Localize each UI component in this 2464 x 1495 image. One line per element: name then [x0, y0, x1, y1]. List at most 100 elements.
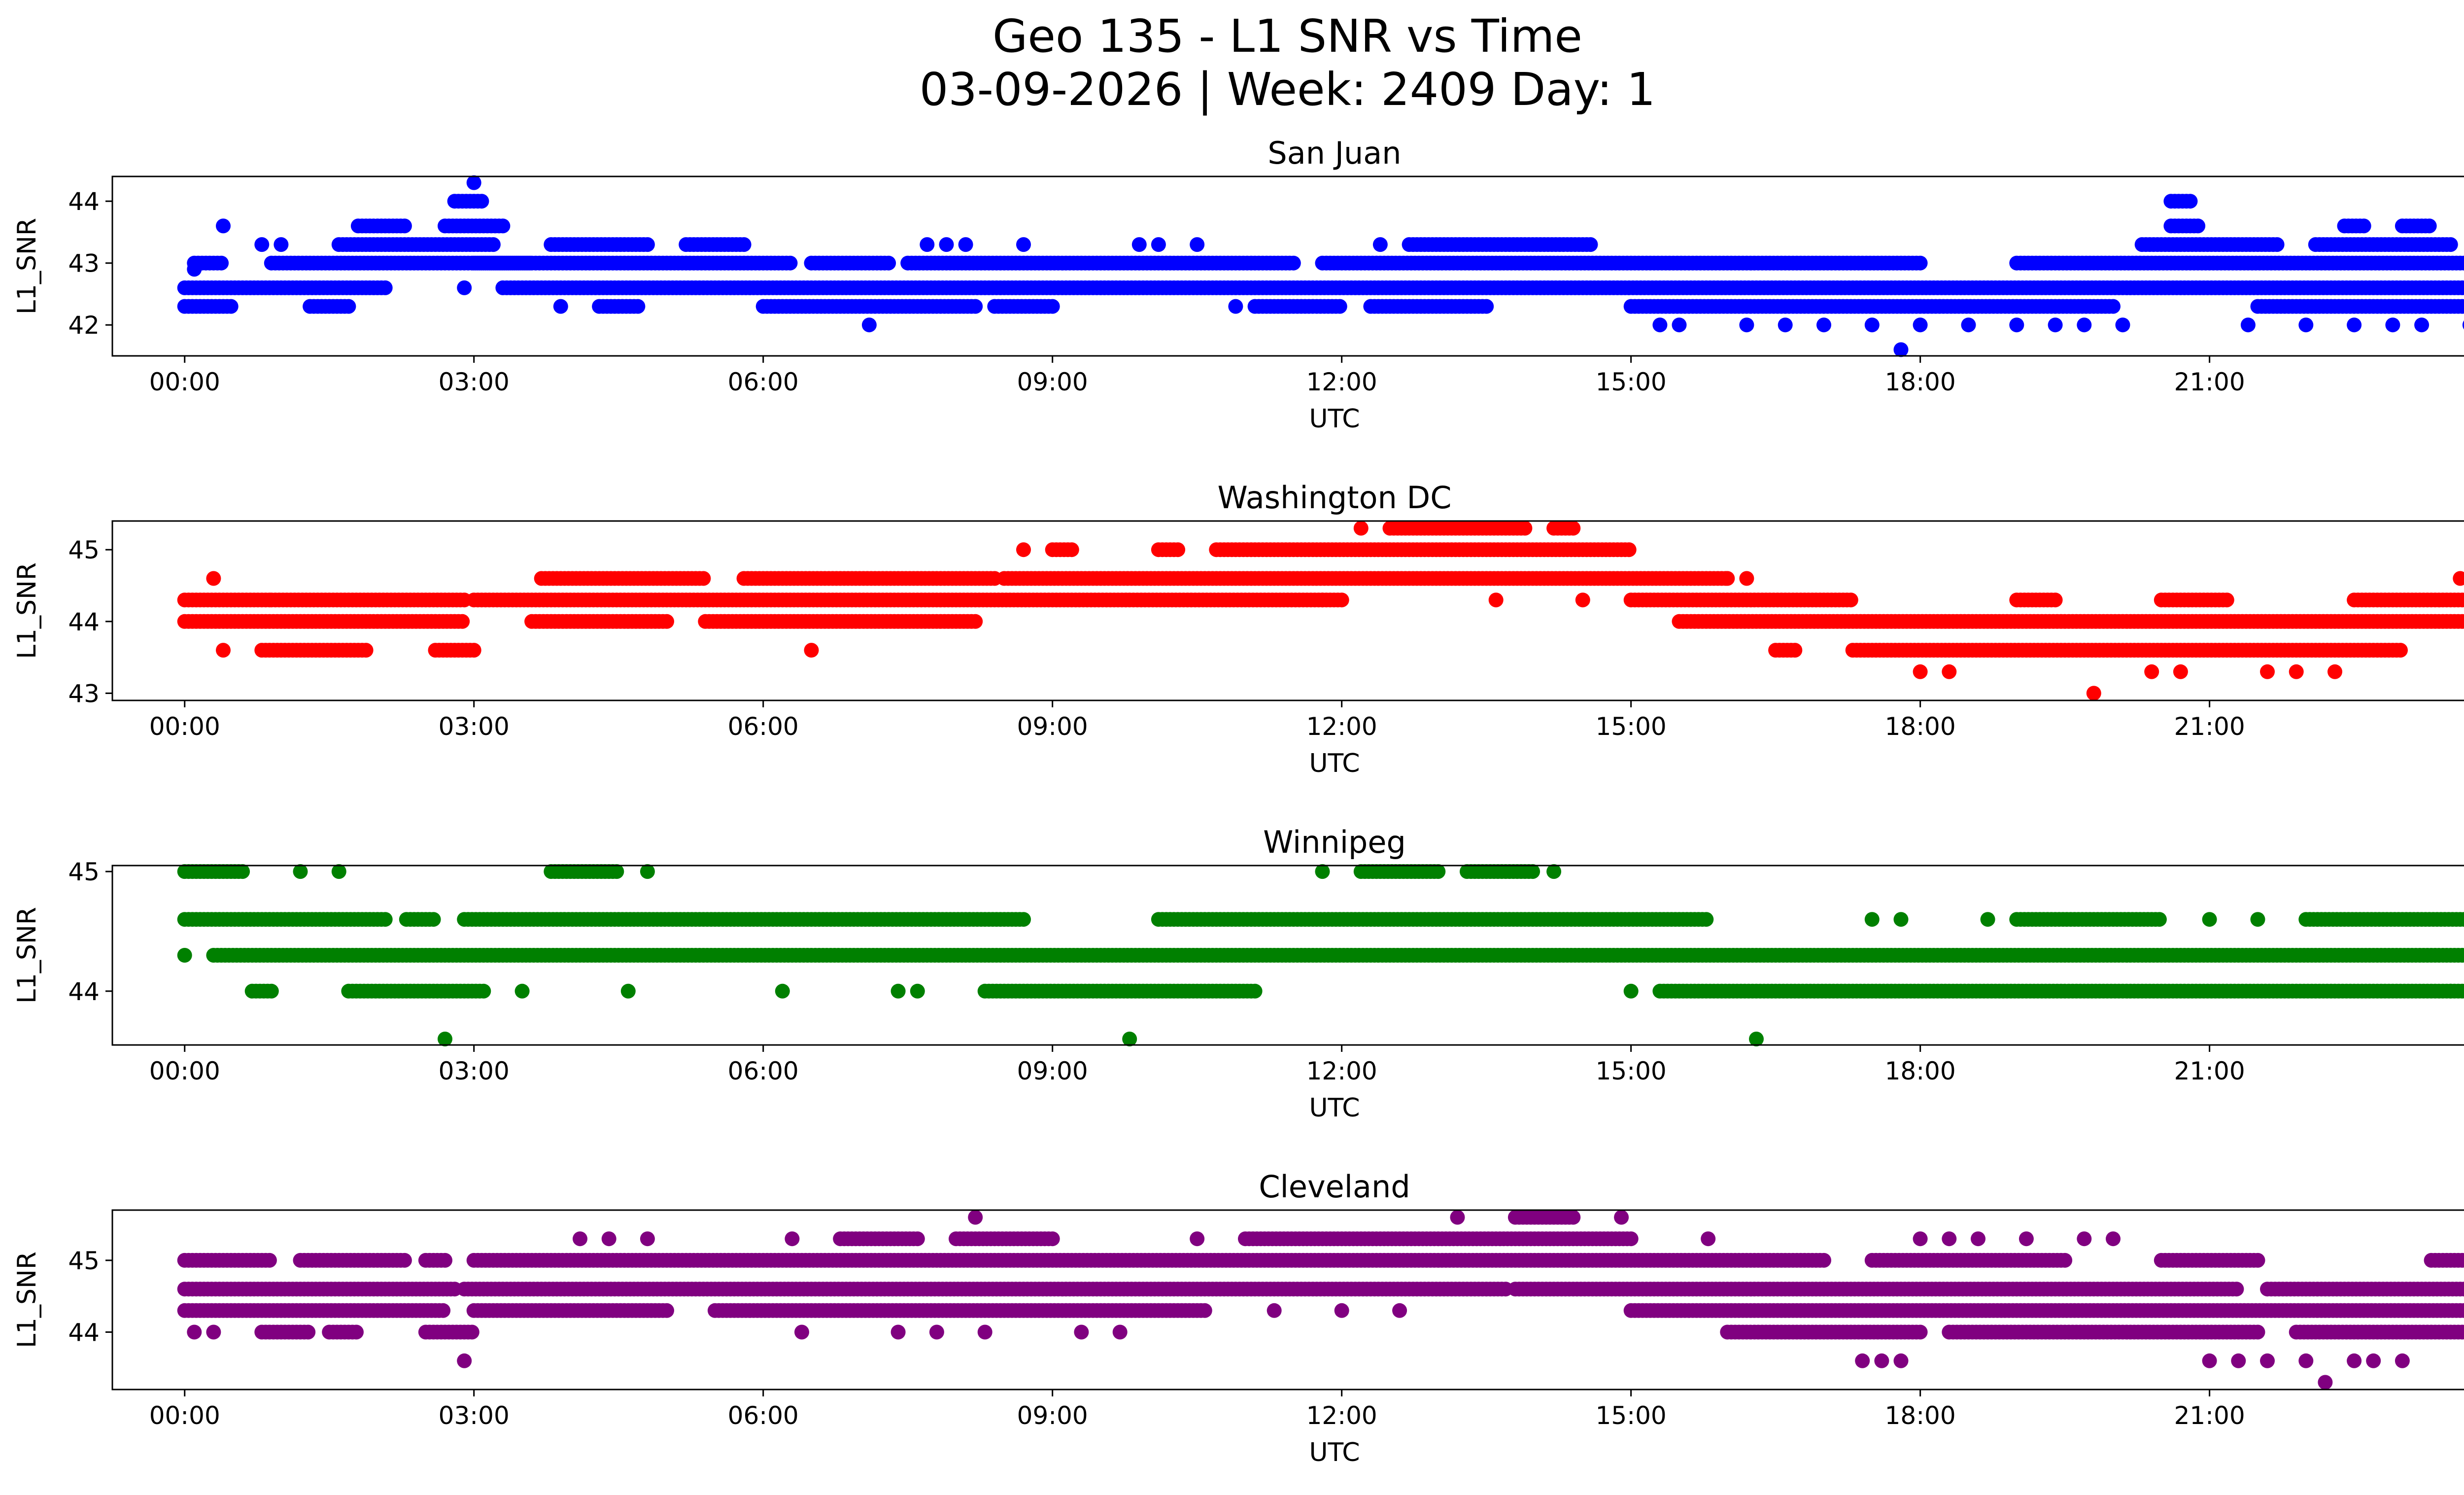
x-tick-label: 12:00 — [1306, 1057, 1377, 1085]
x-tick-label: 21:00 — [2174, 368, 2245, 396]
x-tick-label: 03:00 — [439, 1057, 510, 1085]
scatter-point — [2190, 218, 2206, 234]
y-axis-label: L1_SNR — [12, 218, 42, 314]
scatter-point — [1353, 521, 1369, 536]
x-tick-label: 00:00 — [149, 712, 220, 741]
x-axis-label: UTC — [1309, 749, 1360, 778]
scatter-point — [214, 255, 229, 271]
y-tick-label: 43 — [68, 679, 100, 708]
scatter-point — [1131, 237, 1147, 252]
subplot-title: Winnipeg — [1263, 824, 1406, 860]
scatter-point — [1575, 592, 1590, 608]
scatter-point — [1045, 299, 1060, 314]
scatter-point — [939, 237, 954, 252]
scatter-point — [2414, 317, 2430, 333]
y-tick-label: 44 — [68, 977, 100, 1006]
scatter-point — [1843, 592, 1858, 608]
scatter-point — [455, 614, 470, 629]
scatter-point — [1016, 912, 1031, 927]
scatter-point — [2356, 218, 2371, 234]
scatter-point — [553, 299, 568, 314]
scatter-point — [1913, 1324, 1928, 1340]
scatter-point — [1122, 1031, 1137, 1046]
scatter-point — [2462, 302, 2464, 311]
scatter-point — [1546, 864, 1562, 879]
scatter-point — [1315, 592, 1330, 608]
scatter-point — [457, 280, 472, 295]
scatter-point — [1864, 317, 1880, 333]
scatter-point — [2183, 194, 2198, 209]
scatter-point — [301, 1324, 316, 1340]
scatter-point — [1787, 643, 1803, 658]
scatter-point — [958, 237, 973, 252]
scatter-point — [349, 1324, 364, 1340]
scatter-point — [1913, 317, 1928, 333]
x-tick-label: 21:00 — [2174, 1057, 2245, 1085]
scatter-point — [910, 983, 925, 999]
scatter-point — [630, 299, 646, 314]
subplot-title: Cleveland — [1259, 1169, 1410, 1205]
scatter-point — [2298, 317, 2314, 333]
x-tick-label: 00:00 — [149, 368, 220, 396]
x-tick-label: 03:00 — [439, 368, 510, 396]
scatter-point — [1893, 342, 1909, 357]
scatter-point — [377, 912, 393, 927]
scatter-point — [2173, 664, 2188, 679]
scatter-point — [968, 614, 983, 629]
x-axis-label: UTC — [1309, 404, 1360, 434]
scatter-point — [1739, 317, 1754, 333]
scatter-point — [2443, 983, 2458, 999]
scatter-point — [640, 864, 655, 879]
scatter-point — [2462, 283, 2464, 293]
scatter-point — [331, 864, 346, 879]
scatter-series — [177, 1210, 2464, 1390]
x-tick-label: 12:00 — [1306, 712, 1377, 741]
scatter-point — [2240, 317, 2256, 333]
y-tick-label: 44 — [68, 608, 100, 636]
scatter-point — [1961, 317, 1976, 333]
scatter-point — [2115, 317, 2130, 333]
scatter-point — [476, 983, 491, 999]
scatter-point — [177, 948, 192, 963]
scatter-point — [397, 218, 412, 234]
scatter-point — [640, 237, 655, 252]
x-tick-label: 09:00 — [1017, 712, 1088, 741]
y-tick-label: 45 — [68, 536, 100, 564]
scatter-point — [968, 299, 983, 314]
scatter-point — [216, 218, 231, 234]
x-tick-label: 06:00 — [728, 1057, 799, 1085]
scatter-point — [1749, 1031, 1764, 1046]
scatter-point — [620, 983, 636, 999]
scatter-point — [495, 218, 511, 234]
scatter-point — [1190, 237, 1205, 252]
scatter-point — [2219, 592, 2234, 608]
scatter-point — [1332, 299, 1347, 314]
scatter-point — [254, 237, 270, 252]
scatter-point — [2202, 912, 2217, 927]
scatter-point — [2453, 571, 2464, 586]
scatter-point — [264, 983, 279, 999]
scatter-point — [1016, 542, 1031, 557]
scatter-point — [2048, 317, 2063, 333]
scatter-point — [358, 643, 374, 658]
scatter-point — [1016, 237, 1031, 252]
scatter-point — [2260, 664, 2275, 679]
scatter-point — [2077, 317, 2092, 333]
x-tick-label: 18:00 — [1885, 368, 1956, 396]
scatter-point — [775, 983, 790, 999]
scatter-point — [1170, 542, 1186, 557]
scatter-point — [1315, 864, 1330, 879]
scatter-point — [1525, 864, 1540, 879]
x-tick-label: 18:00 — [1885, 1057, 1956, 1085]
x-tick-label: 21:00 — [2174, 712, 2245, 741]
scatter-point — [466, 175, 481, 190]
scatter-point — [609, 864, 624, 879]
scatter-point — [235, 864, 250, 879]
scatter-point — [2393, 643, 2408, 658]
scatter-point — [2385, 317, 2400, 333]
x-tick-label: 12:00 — [1306, 368, 1377, 396]
scatter-point — [466, 643, 481, 658]
